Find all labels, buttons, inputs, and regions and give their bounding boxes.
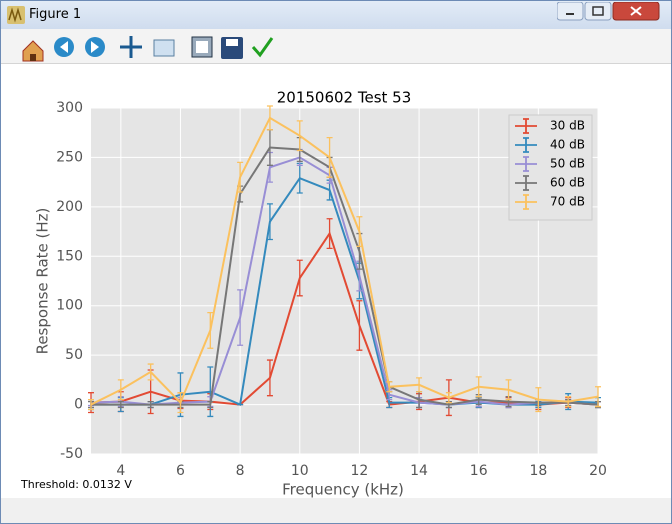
y-tick-label: 200 xyxy=(56,199,83,215)
error-bar xyxy=(147,363,154,381)
app-icon xyxy=(7,6,25,24)
chart: -50 0 50 100 150 200 250 300 4 6 8 10 12 14 16 18 20 2015… xyxy=(1,64,671,498)
toolbar xyxy=(1,29,671,64)
y-tick-label: 50 xyxy=(65,347,83,363)
y-tick-label: 250 xyxy=(56,149,83,165)
legend-swatch xyxy=(515,175,537,191)
error-bar xyxy=(535,387,542,413)
error-bar xyxy=(147,400,154,409)
x-tick-label: 16 xyxy=(470,463,488,479)
x-tick-label: 6 xyxy=(176,463,185,479)
error-bar xyxy=(177,392,184,414)
error-bar xyxy=(88,398,94,411)
error-bar xyxy=(296,259,303,297)
error-bar xyxy=(237,289,244,346)
x-tick-label: 8 xyxy=(236,463,245,479)
error-bar xyxy=(266,203,273,241)
error-bar xyxy=(266,359,273,397)
error-bar xyxy=(595,386,601,408)
legend-swatch xyxy=(515,118,537,134)
error-bar xyxy=(326,218,333,250)
legend-label: 70 dB xyxy=(550,195,585,209)
x-axis-label: Frequency (kHz) xyxy=(282,481,404,499)
error-bar xyxy=(237,161,244,193)
annotation: Threshold: 0.0132 V xyxy=(20,478,132,491)
error-bar xyxy=(266,105,273,131)
y-tick-label: 150 xyxy=(56,248,83,264)
status-bar xyxy=(1,498,671,523)
legend-label: 60 dB xyxy=(550,176,585,190)
error-bar xyxy=(356,216,363,248)
legend-label: 40 dB xyxy=(550,138,585,152)
axes: -50 0 50 100 150 200 250 300 4 6 8 10 12 14 16 18 20 xyxy=(56,100,607,479)
series-line xyxy=(90,116,599,406)
chart-title: 20150602 Test 53 xyxy=(277,89,412,107)
legend-swatch xyxy=(515,156,537,172)
y-tick-label: 100 xyxy=(56,298,83,314)
error-bar xyxy=(445,392,452,404)
x-tick-label: 18 xyxy=(529,463,547,479)
legend-swatch xyxy=(515,194,537,210)
error-bar xyxy=(475,376,482,398)
y-tick-label: 300 xyxy=(56,100,83,116)
y-tick-label: 0 xyxy=(74,397,83,413)
error-bar xyxy=(117,379,124,401)
error-bar xyxy=(326,137,333,178)
x-tick-label: 12 xyxy=(350,463,368,479)
error-bar xyxy=(386,381,393,393)
error-bar xyxy=(565,396,572,408)
error-bar xyxy=(416,377,423,393)
x-tick-label: 4 xyxy=(116,463,125,479)
title-bar: Figure 1 xyxy=(1,1,671,29)
error-bar xyxy=(505,379,512,401)
y-tick-label: -50 xyxy=(60,446,83,462)
x-tick-label: 20 xyxy=(589,463,607,479)
legend-label: 30 dB xyxy=(550,119,585,133)
legend-swatch xyxy=(515,137,537,153)
window-controls[interactable] xyxy=(557,2,667,22)
x-tick-label: 10 xyxy=(291,463,309,479)
error-bar xyxy=(207,366,214,418)
error-bar xyxy=(207,400,214,409)
series-line xyxy=(90,156,599,406)
x-tick-label: 14 xyxy=(410,463,428,479)
error-bar xyxy=(296,120,303,152)
error-bar xyxy=(356,300,363,351)
series-line xyxy=(91,146,599,406)
error-bar xyxy=(207,311,214,349)
y-axis-label: Response Rate (Hz) xyxy=(34,208,52,355)
series-line xyxy=(90,231,599,406)
window-title: Figure 1 xyxy=(29,7,82,22)
error-bar xyxy=(117,400,124,409)
legend-label: 50 dB xyxy=(550,157,585,171)
toolbar-icons[interactable] xyxy=(1,29,301,63)
